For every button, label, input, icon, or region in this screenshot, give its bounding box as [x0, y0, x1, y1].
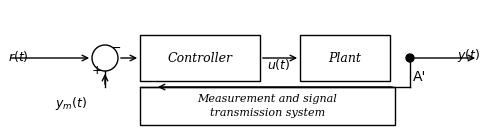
Text: Controller: Controller [167, 51, 232, 65]
Bar [140, 87, 395, 125]
Text: $-$: $-$ [110, 41, 122, 53]
Text: Measurement and signal
transmission system: Measurement and signal transmission syst… [198, 94, 337, 118]
Bar [300, 35, 390, 81]
Bar [140, 35, 260, 81]
Text: A': A' [413, 70, 427, 84]
Text: $u(t)$: $u(t)$ [267, 57, 290, 72]
Text: $r(t)$: $r(t)$ [8, 49, 29, 63]
Text: +: + [92, 65, 102, 78]
Text: $y(t)$: $y(t)$ [457, 47, 480, 65]
Text: Plant: Plant [328, 51, 362, 65]
Text: $y_m(t)$: $y_m(t)$ [55, 95, 87, 111]
Circle shape [406, 54, 414, 62]
